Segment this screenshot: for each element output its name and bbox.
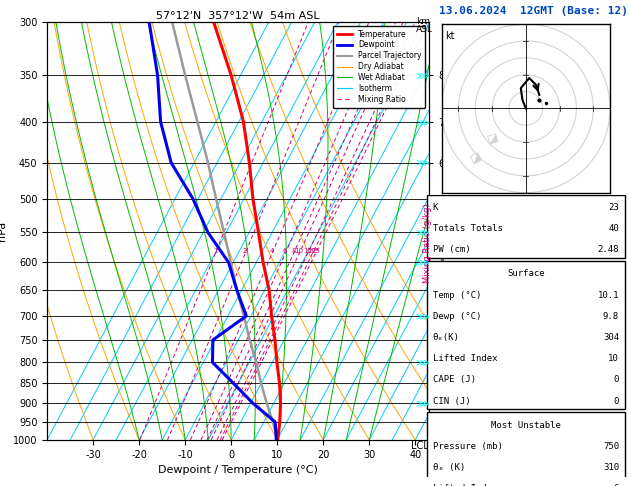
Text: 304: 304	[603, 333, 619, 342]
Text: 0: 0	[614, 375, 619, 384]
Text: 15: 15	[303, 248, 312, 254]
Text: ⋙: ⋙	[415, 70, 429, 80]
Text: PW (cm): PW (cm)	[433, 245, 470, 255]
Text: CIN (J): CIN (J)	[433, 397, 470, 405]
Text: 10: 10	[608, 354, 619, 363]
Text: ⋙: ⋙	[415, 357, 429, 367]
Text: 9.8: 9.8	[603, 312, 619, 321]
Text: ⋙: ⋙	[415, 157, 429, 168]
Bar	[426, 195, 625, 259]
Text: 23: 23	[608, 203, 619, 212]
Text: ⋙: ⋙	[415, 398, 429, 408]
Text: LCL: LCL	[411, 441, 429, 451]
Text: Temp (°C): Temp (°C)	[433, 291, 481, 300]
Text: 2: 2	[243, 248, 247, 254]
Text: 25: 25	[311, 248, 320, 254]
Text: ASL: ASL	[416, 25, 433, 35]
Text: Surface: Surface	[507, 269, 545, 278]
Legend: Temperature, Dewpoint, Parcel Trajectory, Dry Adiabat, Wet Adiabat, Isotherm, Mi: Temperature, Dewpoint, Parcel Trajectory…	[333, 26, 425, 108]
Text: km: km	[416, 17, 430, 26]
Text: Pressure (mb): Pressure (mb)	[433, 442, 503, 451]
Text: Lifted Index: Lifted Index	[433, 354, 497, 363]
Text: 10.1: 10.1	[598, 291, 619, 300]
Text: 2.48: 2.48	[598, 245, 619, 255]
Text: ⋙: ⋙	[415, 227, 429, 237]
Text: 40: 40	[608, 225, 619, 233]
Text: θₑ (K): θₑ (K)	[433, 463, 465, 472]
X-axis label: Dewpoint / Temperature (°C): Dewpoint / Temperature (°C)	[159, 465, 318, 475]
Text: CAPE (J): CAPE (J)	[433, 375, 476, 384]
Text: ⋙: ⋙	[415, 258, 429, 267]
Text: Dewp (°C): Dewp (°C)	[433, 312, 481, 321]
Text: 6: 6	[283, 248, 287, 254]
Text: Totals Totals: Totals Totals	[433, 225, 503, 233]
Text: 6: 6	[614, 484, 619, 486]
Text: 13.06.2024  12GMT (Base: 12): 13.06.2024 12GMT (Base: 12)	[440, 6, 628, 16]
Text: K: K	[433, 203, 438, 212]
Text: Most Unstable: Most Unstable	[491, 420, 561, 430]
Bar	[426, 412, 625, 486]
Text: 1: 1	[213, 248, 218, 254]
Text: ⋙: ⋙	[415, 311, 429, 321]
Text: 8: 8	[291, 248, 296, 254]
Text: θₑ(K): θₑ(K)	[433, 333, 460, 342]
Text: ⬗: ⬗	[482, 128, 502, 150]
Text: 20: 20	[308, 248, 317, 254]
Text: ⋙: ⋙	[415, 117, 429, 127]
Bar	[426, 261, 625, 410]
Text: Mixing Ratio (g/kg): Mixing Ratio (g/kg)	[423, 203, 432, 283]
Text: 4: 4	[270, 248, 274, 254]
Text: Lifted Index: Lifted Index	[433, 484, 497, 486]
Title: 57°12'N  357°12'W  54m ASL: 57°12'N 357°12'W 54m ASL	[157, 11, 320, 21]
Text: kt: kt	[445, 31, 455, 41]
Text: 310: 310	[603, 463, 619, 472]
Text: 10: 10	[294, 248, 304, 254]
Y-axis label: hPa: hPa	[0, 221, 8, 241]
Text: 750: 750	[603, 442, 619, 451]
Text: 0: 0	[614, 397, 619, 405]
Text: ⬗: ⬗	[466, 148, 484, 170]
